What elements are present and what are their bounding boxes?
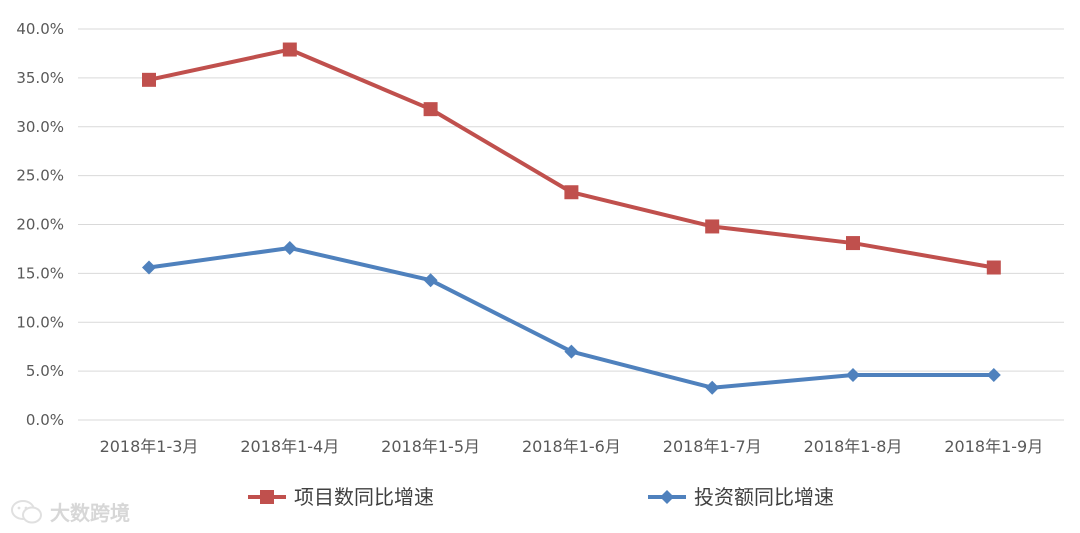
y-tick-label: 20.0% bbox=[16, 216, 64, 234]
y-tick-label: 40.0% bbox=[16, 20, 64, 38]
series-line bbox=[148, 245, 994, 390]
y-tick-label: 35.0% bbox=[16, 69, 64, 87]
series bbox=[142, 42, 1001, 275]
x-tick-label: 2018年1-6月 bbox=[522, 437, 621, 456]
gridlines bbox=[78, 28, 1064, 421]
y-tick-label: 15.0% bbox=[16, 264, 64, 282]
diamond-marker bbox=[986, 368, 1001, 383]
x-tick-label: 2018年1-9月 bbox=[944, 437, 1043, 456]
square-marker bbox=[423, 102, 438, 117]
square-marker bbox=[260, 490, 274, 504]
x-tick-label: 2018年1-4月 bbox=[240, 437, 339, 456]
diamond-marker bbox=[423, 273, 438, 288]
x-tick-label: 2018年1-7月 bbox=[663, 437, 762, 456]
wechat-icon bbox=[11, 499, 42, 523]
x-tick-label: 2018年1-8月 bbox=[804, 437, 903, 456]
y-tick-label: 25.0% bbox=[16, 167, 64, 185]
legend: 项目数同比增速 投资额同比增速 bbox=[248, 485, 834, 509]
y-axis: 0.0% 5.0% 10.0% 15.0% 20.0% 25.0% 30.0% 35.0% 40… bbox=[16, 20, 64, 429]
y-tick-label: 5.0% bbox=[26, 362, 64, 380]
y-tick-label: 30.0% bbox=[16, 118, 64, 136]
series-line bbox=[148, 47, 995, 270]
x-axis: 2018年1-3月 2018年1-4月 2018年1-5月 2018年1-6月 2018… bbox=[100, 437, 1044, 456]
square-marker bbox=[142, 72, 156, 87]
diamond-marker bbox=[705, 380, 720, 395]
x-tick-label: 2018年1-5月 bbox=[381, 437, 480, 456]
square-marker bbox=[986, 260, 1001, 275]
square-marker bbox=[282, 42, 297, 57]
square-marker bbox=[705, 219, 720, 234]
diamond-marker bbox=[282, 240, 297, 255]
legend-label: 项目数同比增速 bbox=[294, 485, 434, 509]
diamond-marker bbox=[846, 368, 860, 383]
square-marker bbox=[564, 185, 579, 200]
watermark-text: 大数跨境 bbox=[50, 501, 130, 525]
diamond-marker bbox=[142, 260, 156, 275]
series bbox=[142, 240, 1001, 395]
y-tick-label: 10.0% bbox=[16, 313, 64, 331]
y-tick-label: 0.0% bbox=[26, 411, 64, 429]
series-layer bbox=[142, 42, 1001, 395]
watermark: 大数跨境 bbox=[10, 497, 130, 526]
legend-label: 投资额同比增速 bbox=[694, 485, 834, 509]
x-tick-label: 2018年1-3月 bbox=[100, 437, 199, 456]
diamond-marker bbox=[660, 490, 674, 504]
square-marker bbox=[846, 236, 860, 251]
diamond-marker bbox=[564, 344, 579, 359]
